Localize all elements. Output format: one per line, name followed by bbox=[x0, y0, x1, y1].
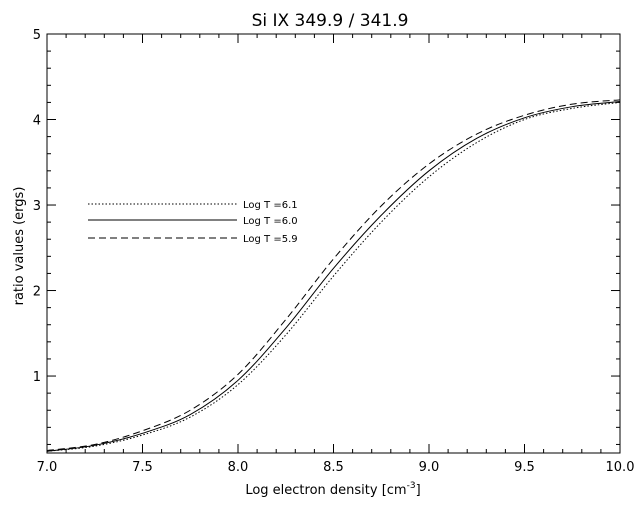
y-tick-label: 3 bbox=[33, 199, 41, 214]
y-tick-label: 5 bbox=[33, 28, 41, 43]
y-tick-label: 2 bbox=[33, 285, 41, 300]
legend-label: Log T =6.0 bbox=[243, 216, 298, 227]
series-line bbox=[46, 99, 621, 451]
plot-frame bbox=[46, 33, 621, 454]
x-axis-label: Log electron density [cm-3] bbox=[245, 481, 420, 498]
x-axis-label-end: ] bbox=[416, 483, 421, 498]
legend: Log T =6.1 Log T =6.0 Log T =5.9 bbox=[88, 200, 298, 245]
series-line bbox=[46, 101, 621, 452]
legend-label: Log T =6.1 bbox=[243, 200, 298, 211]
chart-title: Si IX 349.9 / 341.9 bbox=[252, 11, 409, 31]
legend-label: Log T =5.9 bbox=[243, 234, 298, 245]
x-tick-label: 7.0 bbox=[37, 460, 58, 475]
x-tick-label: 8.5 bbox=[323, 460, 344, 475]
y-tick-label: 4 bbox=[33, 114, 41, 129]
x-tick-label: 10.0 bbox=[606, 460, 635, 475]
y-tick-label: 1 bbox=[33, 370, 41, 385]
x-axis: 7.0 7.5 8.0 8.5 9.0 9.5 10.0 bbox=[37, 34, 635, 475]
x-tick-label: 7.5 bbox=[132, 460, 153, 475]
y-axis: 1 2 3 4 5 bbox=[33, 28, 620, 445]
y-axis-label: ratio values (ergs) bbox=[12, 187, 27, 306]
x-tick-label: 9.0 bbox=[419, 460, 440, 475]
x-axis-label-text: Log electron density [cm bbox=[245, 483, 406, 498]
x-tick-label: 9.5 bbox=[514, 460, 535, 475]
series-lines bbox=[46, 99, 621, 452]
series-line bbox=[46, 101, 621, 452]
x-tick-label: 8.0 bbox=[228, 460, 249, 475]
x-axis-label-superscript: -3 bbox=[407, 481, 416, 491]
